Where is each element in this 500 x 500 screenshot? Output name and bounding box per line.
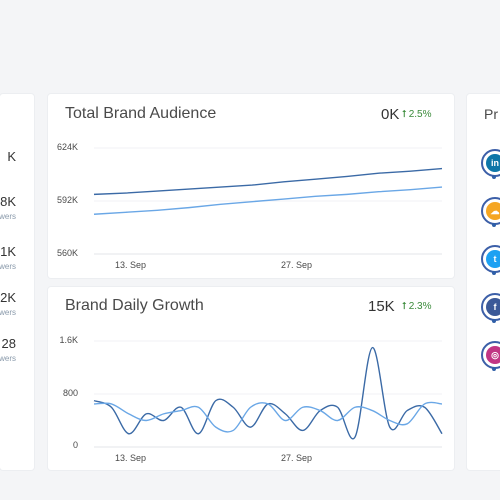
stat-sub: wers — [0, 308, 16, 317]
status-dot — [492, 319, 496, 323]
ytick: 0 — [72, 440, 78, 450]
stat-value: 28 — [1, 336, 16, 351]
xtick: 13. Sep — [115, 260, 147, 270]
status-dot — [492, 223, 496, 227]
stat-4: 28 wers — [0, 336, 16, 363]
series-line-1 — [93, 186, 443, 215]
xtick: 13. Sep — [115, 453, 147, 463]
growth-chart — [93, 340, 443, 448]
audience-delta-text: 2.5% — [408, 109, 432, 120]
growth-value: 15K — [368, 298, 395, 315]
ytick: 560K — [56, 248, 78, 258]
ytick: 592K — [56, 195, 78, 205]
status-dot — [492, 175, 496, 179]
status-dot — [492, 367, 496, 371]
account-stats-card: K 8K wers 1K wers 2K wers 28 wers — [0, 94, 34, 470]
stat-sub: wers — [0, 212, 16, 221]
arrow-up-icon: ⭡ — [402, 301, 407, 312]
audience-delta: ⭡ 2.5% — [402, 109, 432, 120]
growth-delta: ⭡ 2.3% — [402, 301, 432, 312]
xtick: 27. Sep — [281, 260, 313, 270]
audience-value: 0K — [381, 106, 400, 123]
stat-2: 1K wers — [0, 244, 16, 271]
series-line-0 — [93, 167, 443, 196]
profile-linkedin[interactable]: in — [481, 149, 500, 179]
linkedin-icon: in — [486, 154, 500, 172]
stat-value: 2K — [0, 290, 16, 305]
growth-card: Brand Daily Growth 15K ⭡ 2.3% 1.6K 800 0 … — [48, 287, 454, 470]
profile-twitter[interactable]: t — [481, 245, 500, 275]
profile-facebook[interactable]: f — [481, 293, 500, 323]
stat-value: 8K — [0, 194, 16, 209]
growth-delta-text: 2.3% — [408, 301, 432, 312]
profile-instagram[interactable]: ◎ — [481, 341, 500, 371]
stat-3: 2K wers — [0, 290, 16, 317]
series-line-1 — [93, 401, 443, 433]
stat-0: K — [0, 149, 16, 164]
status-dot — [492, 271, 496, 275]
profiles-title: Pr — [484, 106, 498, 122]
growth-title: Brand Daily Growth — [65, 297, 204, 314]
series-line-0 — [93, 346, 443, 440]
facebook-icon: f — [486, 298, 500, 316]
stat-1: 8K wers — [0, 194, 16, 221]
instagram-icon: ◎ — [486, 346, 500, 364]
ytick: 1.6K — [59, 335, 78, 345]
profile-soundcloud[interactable]: ☁ — [481, 197, 500, 227]
stat-value: K — [7, 149, 16, 164]
stat-sub: wers — [0, 354, 16, 363]
stat-value: 1K — [0, 244, 16, 259]
xtick: 27. Sep — [281, 453, 313, 463]
profiles-card: Pr in ☁ t f ◎ — [467, 94, 500, 470]
ytick: 800 — [62, 388, 78, 398]
audience-chart — [93, 147, 443, 255]
soundcloud-icon: ☁ — [486, 202, 500, 220]
audience-card: Total Brand Audience 0K ⭡ 2.5% 624K 592K … — [48, 94, 454, 278]
twitter-icon: t — [486, 250, 500, 268]
arrow-up-icon: ⭡ — [402, 109, 407, 120]
stat-sub: wers — [0, 262, 16, 271]
audience-title: Total Brand Audience — [65, 105, 217, 122]
ytick: 624K — [56, 142, 78, 152]
